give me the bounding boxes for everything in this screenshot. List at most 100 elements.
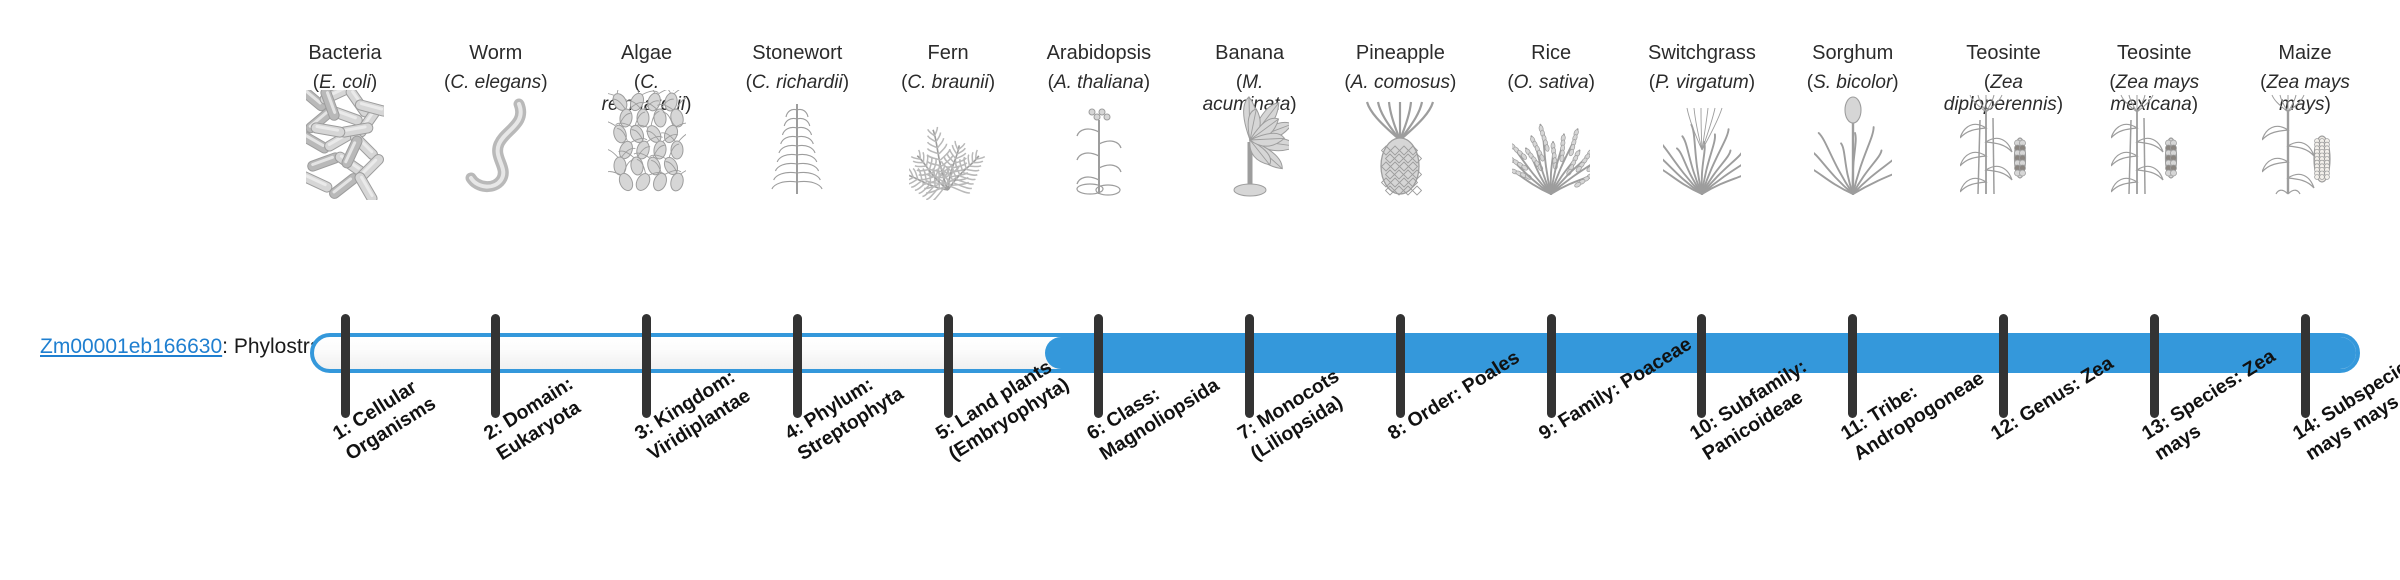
- close-paren: ): [1143, 72, 1151, 93]
- species-binomial: A. thaliana: [1053, 72, 1144, 93]
- gene-phylostratum-label: Zm00001eb166630: Phylostratum 5: [40, 335, 374, 358]
- pineapple-icon: [1340, 101, 1460, 200]
- open-paren: (: [1648, 72, 1656, 93]
- stratum-tick-mark[interactable]: [1245, 314, 1255, 418]
- species-binomial: P. virgatum: [1655, 72, 1749, 93]
- stratum-tick-mark[interactable]: [1697, 314, 1707, 418]
- species-scientific-name: (Zea diploperennis): [1943, 72, 2063, 116]
- phylostratum-bar-track[interactable]: [310, 333, 2360, 373]
- species-common-name: Bacteria: [308, 42, 382, 64]
- close-paren: ): [1290, 93, 1297, 115]
- close-paren: ): [988, 72, 996, 93]
- species-scientific-name: (A. comosus): [1340, 72, 1460, 94]
- stratum-tick-mark[interactable]: [1998, 314, 2008, 418]
- species-scientific-name: (C. elegans): [436, 72, 556, 94]
- species-binomial: C. braunii: [907, 72, 989, 93]
- species-scientific-name: (S. bicolor): [1793, 72, 1913, 94]
- gene-label-separator: :: [222, 335, 234, 358]
- open-paren: (: [1806, 72, 1814, 93]
- rice-icon: [1491, 110, 1611, 200]
- arabidopsis-icon: [1039, 108, 1159, 200]
- species-scientific-name: (A. thaliana): [1039, 72, 1159, 94]
- species-common-name: Teosinte: [2116, 42, 2192, 64]
- open-paren: (: [312, 72, 320, 93]
- stratum-name: Cellular Organisms: [341, 376, 440, 465]
- stratum-name: Tribe: Andropogoneae: [1849, 366, 1988, 465]
- maize-icon: [2245, 94, 2365, 200]
- stratum-tick-mark[interactable]: [642, 314, 652, 418]
- bacteria-icon: [285, 90, 405, 200]
- open-paren: (: [745, 72, 752, 93]
- teosinte-icon: [2094, 94, 2214, 200]
- species-binomial: S. bicolor: [1813, 72, 1893, 93]
- stratum-name: Phylum: Streptophyta: [793, 373, 908, 465]
- species-common-name: Fern: [927, 42, 969, 64]
- gene-id-link[interactable]: Zm00001eb166630: [40, 335, 223, 358]
- stratum-tick-mark[interactable]: [2149, 314, 2159, 418]
- switchgrass-icon: [1642, 107, 1762, 200]
- stratum-number: 12:: [1987, 411, 2024, 445]
- species-common-name: Worm: [469, 42, 523, 64]
- species-common-name: Sorghum: [1812, 42, 1894, 64]
- open-paren: (: [1344, 72, 1351, 93]
- stratum-tick-mark[interactable]: [1094, 314, 1104, 418]
- species-common-name: Algae: [620, 42, 673, 64]
- species-common-name: Banana: [1215, 42, 1285, 64]
- species-scientific-name: (E. coli): [285, 72, 405, 94]
- close-paren: ): [1892, 72, 1899, 93]
- open-paren: (: [444, 72, 451, 93]
- species-common-name: Stonewort: [752, 42, 843, 64]
- close-paren: ): [1588, 72, 1595, 93]
- open-paren: (: [1983, 72, 1991, 93]
- close-paren: ): [685, 93, 692, 115]
- stratum-tick-mark[interactable]: [1395, 314, 1405, 418]
- stratum-name: Kingdom: Viridiplantae: [643, 365, 754, 465]
- fern-icon: [888, 110, 1008, 200]
- open-paren: (: [2109, 72, 2116, 93]
- species-common-name: Switchgrass: [1648, 42, 1756, 64]
- close-paren: ): [1748, 72, 1756, 93]
- stratum-tick-mark[interactable]: [340, 314, 350, 418]
- worm-icon: [436, 98, 556, 200]
- stratum-tick-mark[interactable]: [1848, 314, 1858, 418]
- close-paren: ): [1450, 72, 1457, 93]
- species-common-name: Pineapple: [1355, 42, 1445, 64]
- stratum-number: 9:: [1535, 416, 1562, 445]
- species-common-name: Arabidopsis: [1046, 42, 1152, 64]
- open-paren: (: [2260, 72, 2267, 93]
- species-binomial: O. sativa: [1513, 72, 1589, 93]
- teosinte-icon: [1943, 94, 2063, 200]
- stratum-name: Monocots (Liliopsida): [1246, 365, 1347, 465]
- banana-icon: [1190, 96, 1310, 200]
- open-paren: (: [1047, 72, 1054, 93]
- species-common-name: Rice: [1531, 42, 1572, 64]
- close-paren: ): [541, 72, 548, 93]
- stratum-tick-mark[interactable]: [2300, 314, 2310, 418]
- stratum-name: Domain: Eukaryota: [492, 372, 584, 465]
- close-paren: ): [842, 72, 850, 93]
- stratum-tick-mark[interactable]: [491, 314, 501, 418]
- stratum-tick-mark[interactable]: [1546, 314, 1556, 418]
- stratum-name: Class: Magnoliopsida: [1095, 373, 1223, 465]
- species-common-name: Maize: [2278, 42, 2332, 64]
- stratum-tick-mark[interactable]: [792, 314, 802, 418]
- species-scientific-name: (C. richardii): [737, 72, 857, 94]
- sorghum-icon: [1793, 96, 1913, 200]
- species-binomial: C. richardii: [751, 72, 843, 93]
- species-common-name: Teosinte: [1966, 42, 2041, 64]
- close-paren: ): [2191, 93, 2199, 115]
- stratum-tick-mark[interactable]: [943, 314, 953, 418]
- open-paren: (: [1507, 72, 1514, 93]
- open-paren: (: [901, 72, 908, 93]
- close-paren: ): [2324, 93, 2331, 115]
- close-paren: ): [2056, 93, 2064, 115]
- open-paren: (: [1235, 72, 1243, 93]
- species-scientific-name: (O. sativa): [1491, 72, 1611, 94]
- species-binomial: A. comosus: [1350, 72, 1450, 93]
- species-binomial: Zea diploperennis: [1943, 72, 2057, 115]
- open-paren: (: [633, 72, 641, 93]
- close-paren: ): [370, 72, 378, 93]
- species-scientific-name: (C. braunii): [888, 72, 1008, 94]
- algae-icon: [587, 90, 707, 200]
